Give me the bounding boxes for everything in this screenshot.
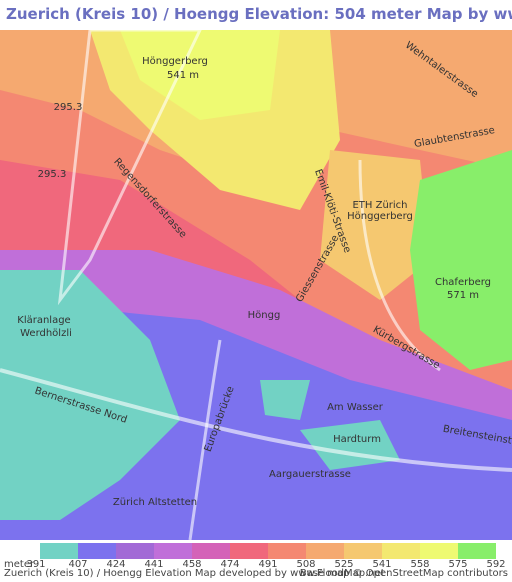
- legend-swatch: [306, 543, 344, 559]
- map-label: 295.3: [38, 169, 67, 180]
- legend-swatch: [192, 543, 230, 559]
- footer-attribution: Base map © OpenStreetMap contributors: [300, 568, 508, 579]
- map-label: Höngg: [248, 310, 281, 321]
- map-label: Hardturm: [333, 434, 381, 445]
- map-label: Hönggerberg: [347, 211, 413, 222]
- legend-value: 391: [26, 559, 45, 570]
- legend-swatch: [78, 543, 116, 559]
- map-label: Werdhölzli: [20, 328, 72, 339]
- legend-value: 474: [220, 559, 239, 570]
- region: [260, 380, 310, 420]
- map-label: Aargauerstrasse: [269, 469, 351, 480]
- legend-swatch: [116, 543, 154, 559]
- legend-swatch: [154, 543, 192, 559]
- legend-unit: meter: [4, 559, 35, 570]
- region: [120, 30, 280, 120]
- legend-swatch: [40, 543, 78, 559]
- legend-swatch: [230, 543, 268, 559]
- title: Zuerich (Kreis 10) / Hoengg Elevation: 5…: [6, 5, 512, 23]
- road: [188, 339, 222, 541]
- legend-swatch: [420, 543, 458, 559]
- road: [57, 28, 203, 306]
- map-label: 541 m: [167, 70, 199, 81]
- road: [0, 368, 512, 472]
- map-label: 295.3: [54, 102, 83, 113]
- legend-value: 575: [448, 559, 467, 570]
- legend-swatch: [382, 543, 420, 559]
- legend-value: 441: [144, 559, 163, 570]
- legend-swatch: [268, 543, 306, 559]
- legend-value: 491: [258, 559, 277, 570]
- legend-value: 407: [68, 559, 87, 570]
- legend-value: 458: [182, 559, 201, 570]
- region: [320, 150, 430, 300]
- footer-credit: Zuerich (Kreis 10) / Hoengg Elevation Ma…: [4, 568, 385, 579]
- legend-swatch: [344, 543, 382, 559]
- map-label: ETH Zürich: [352, 200, 407, 211]
- legend-value: 592: [486, 559, 505, 570]
- road: [358, 159, 441, 372]
- legend-value: 541: [372, 559, 391, 570]
- map-label: Hönggerberg: [142, 56, 208, 67]
- region: [410, 150, 512, 370]
- title-bar: [0, 0, 512, 30]
- legend-value: 424: [106, 559, 125, 570]
- legend-value: 525: [334, 559, 353, 570]
- map-label: Chaferberg: [435, 277, 491, 288]
- legend-swatch: [458, 543, 496, 559]
- map-label: Kläranlage: [17, 315, 70, 326]
- map: [0, 28, 512, 541]
- legend-value: 558: [410, 559, 429, 570]
- map-label: Am Wasser: [327, 402, 384, 413]
- legend-value: 508: [296, 559, 315, 570]
- map-label: Zürich Altstetten: [113, 497, 197, 508]
- map-label: 571 m: [447, 290, 479, 301]
